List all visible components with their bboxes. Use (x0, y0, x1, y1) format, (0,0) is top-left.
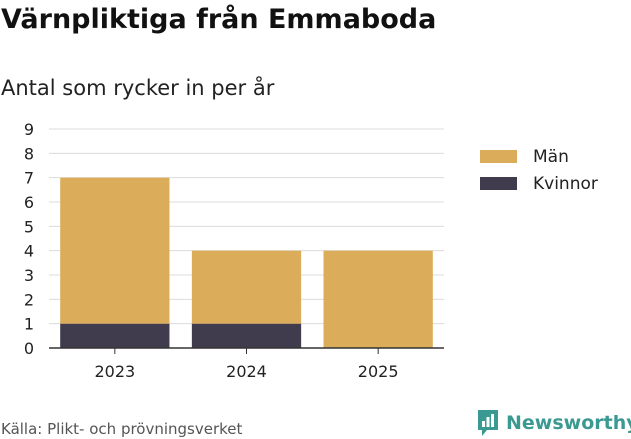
legend-swatch-män (480, 150, 517, 163)
y-tick-label: 2 (24, 290, 34, 309)
newsworthy-logo-icon (478, 410, 498, 436)
y-tick-label: 3 (24, 266, 34, 285)
y-tick-label: 7 (24, 169, 34, 188)
y-tick-label: 8 (24, 144, 34, 163)
bar-segment-kvinnor-2024 (191, 323, 302, 348)
x-tick-label: 2023 (94, 362, 135, 381)
bar-segment-män-2025 (323, 250, 433, 348)
brand[interactable]: Newsworthy (476, 408, 631, 438)
y-tick-label: 6 (24, 193, 34, 212)
y-tick-label: 1 (24, 315, 34, 334)
chart-subtitle: Antal som rycker in per år (1, 76, 275, 100)
legend-swatch-kvinnor (480, 177, 517, 190)
bar-segment-män-2023 (60, 177, 170, 324)
bar-segment-kvinnor-2023 (60, 323, 170, 348)
x-tick-label: 2025 (358, 362, 399, 381)
y-tick-label: 9 (24, 120, 34, 139)
legend-label-kvinnor: Kvinnor (533, 174, 598, 194)
x-tick-label: 2024 (226, 362, 267, 381)
stacked-bar-chart: 0 1 2 3 4 5 6 7 8 9 2023 2024 2025 Män Kvinnor (24, 120, 598, 381)
y-tick-label: 5 (24, 217, 34, 236)
bar-segment-män-2024 (191, 250, 302, 324)
legend-label-män: Män (533, 147, 569, 167)
y-tick-label: 0 (24, 339, 34, 358)
source-note: Källa: Plikt- och prövningsverket (1, 420, 243, 438)
y-tick-label: 4 (24, 242, 34, 261)
brand-name: Newsworthy (506, 412, 631, 434)
chart-title: Värnpliktiga från Emmaboda (1, 4, 437, 35)
